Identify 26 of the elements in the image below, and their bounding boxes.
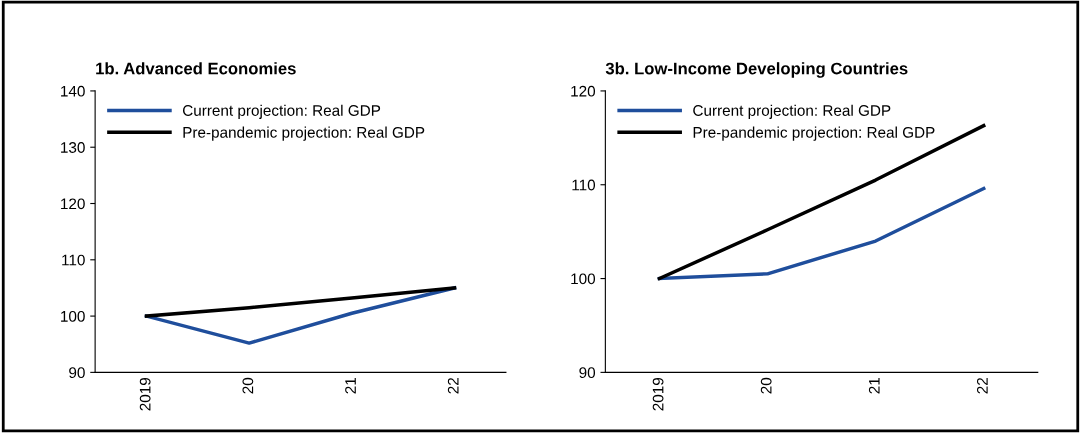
y-tick-label: 120: [571, 85, 596, 97]
line-series: [657, 123, 986, 281]
x-tick-label: 20: [760, 377, 772, 394]
y-tick-label: 90: [69, 367, 85, 379]
y-tick-label: 140: [61, 85, 85, 97]
chart-title: 3b. Low-Income Developing Countries: [605, 62, 908, 78]
legend-label: Pre-pandemic projection: Real GDP: [693, 126, 935, 141]
legend-label: Current projection: Real GDP: [182, 104, 381, 119]
line-series: [144, 286, 457, 318]
y-tick-label: 110: [62, 254, 85, 266]
y-tick-label: 100: [571, 273, 596, 285]
legend-label: Current projection: Real GDP: [693, 104, 891, 119]
legend-label: Pre-pandemic projection: Real GDP: [183, 126, 425, 141]
x-tick-label: 22: [447, 378, 459, 394]
y-tick-label: 130: [61, 142, 85, 153]
chart-title: 1b. Advanced Economies: [96, 62, 296, 75]
x-tick-label: 2019: [139, 377, 151, 411]
y-tick-label: 120: [61, 198, 85, 210]
y-tick-label: 90: [579, 367, 596, 379]
x-tick-label: 22: [976, 378, 988, 394]
x-tick-label: 21: [345, 377, 356, 394]
x-tick-label: 20: [242, 377, 254, 394]
x-tick-label: 2019: [652, 377, 664, 411]
y-tick-label: 100: [61, 310, 85, 322]
x-tick-label: 21: [868, 377, 880, 394]
y-tick-label: 110: [572, 179, 596, 191]
